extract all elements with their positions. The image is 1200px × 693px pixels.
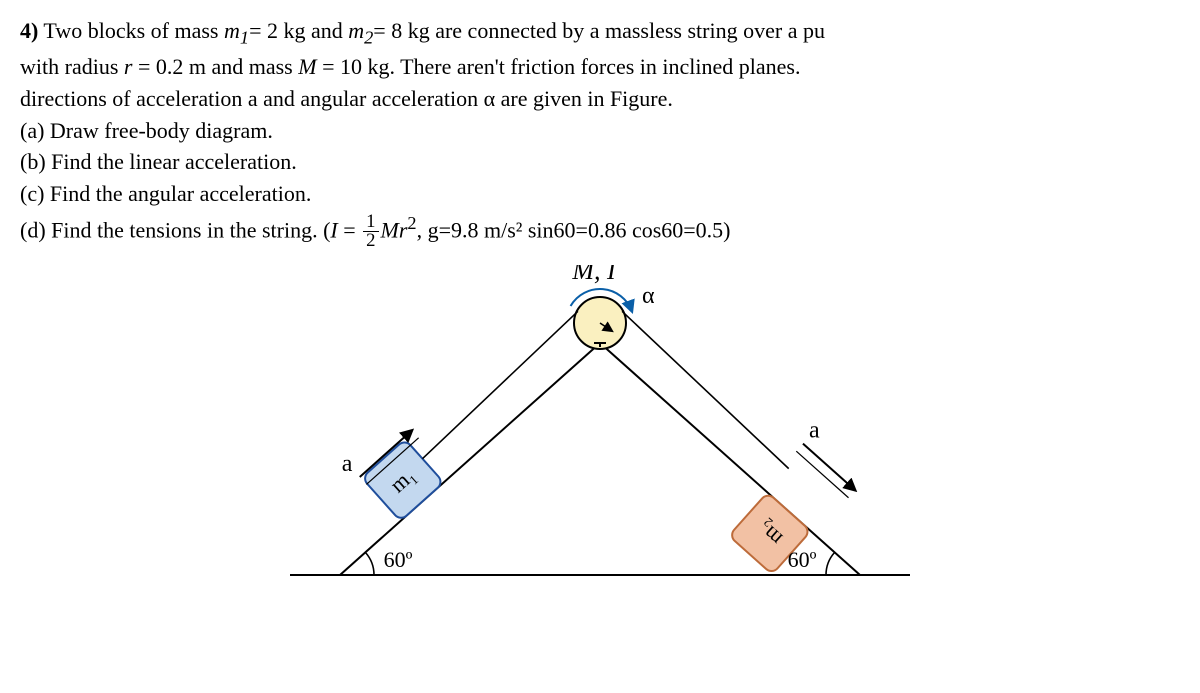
problem-number: 4): [20, 18, 38, 43]
figure: m₁m₂aa60º60ºM, Iα: [20, 265, 1180, 613]
part-c: (c) Find the angular acceleration.: [20, 179, 1180, 209]
line-2: with radius r = 0.2 m and mass M = 10 kg…: [20, 52, 1180, 82]
line-1: 4) Two blocks of mass m1= 2 kg and m2= 8…: [20, 16, 1180, 50]
part-a: (a) Draw free-body diagram.: [20, 116, 1180, 146]
svg-text:60º: 60º: [384, 547, 413, 572]
svg-text:α: α: [642, 283, 655, 309]
problem-text: 4) Two blocks of mass m1= 2 kg and m2= 8…: [20, 16, 1180, 251]
part-d: (d) Find the tensions in the string. (I …: [20, 211, 1180, 251]
svg-text:60º: 60º: [788, 547, 817, 572]
svg-text:a: a: [809, 418, 820, 444]
part-b: (b) Find the linear acceleration.: [20, 147, 1180, 177]
line-3: directions of acceleration a and angular…: [20, 84, 1180, 114]
svg-text:M, I: M, I: [571, 265, 617, 285]
figure-svg: m₁m₂aa60º60ºM, Iα: [280, 265, 920, 605]
svg-text:a: a: [342, 451, 353, 477]
fraction-half: 12: [363, 213, 378, 251]
